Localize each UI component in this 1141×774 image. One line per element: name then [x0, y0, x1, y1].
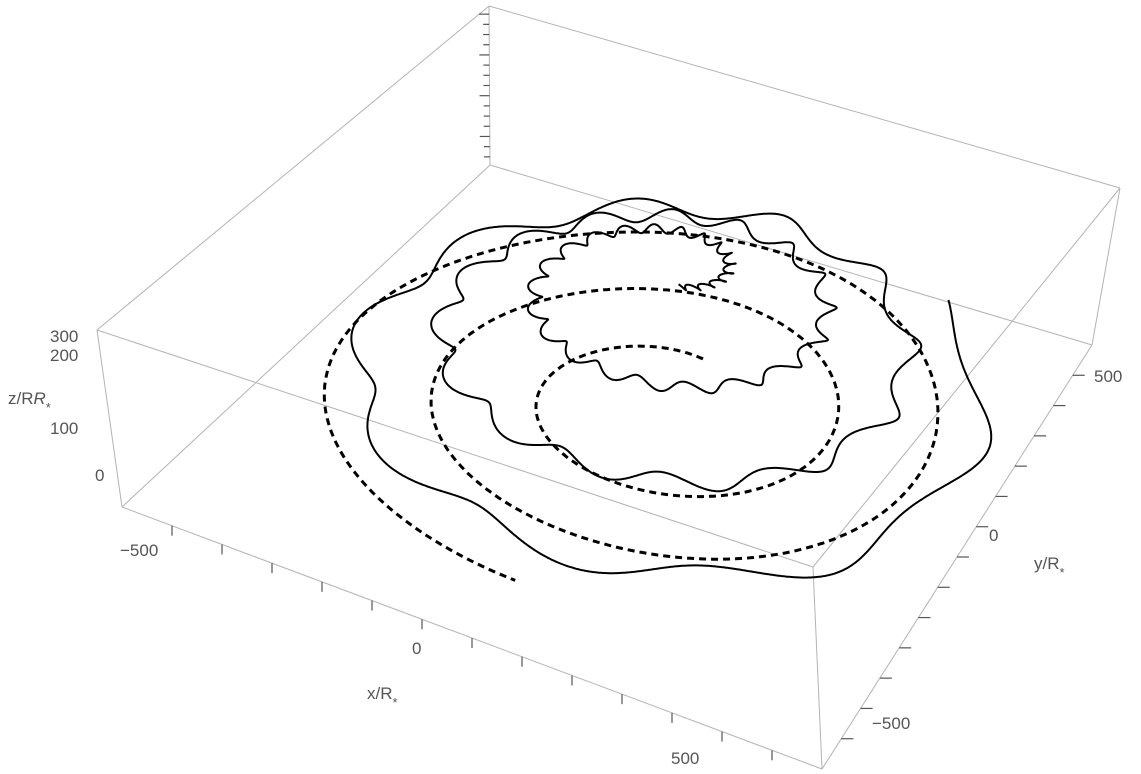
y-tick-label-500: 500: [1094, 367, 1122, 386]
series-layer: [322, 197, 993, 582]
y-tick-label-neg500: −500: [872, 714, 910, 733]
x-tick-label-0: 0: [412, 639, 421, 658]
z-tick-label-200: 200: [50, 346, 78, 365]
z-tick-label-300: 300: [50, 327, 78, 346]
box-edge-9: [812, 566, 823, 770]
z-tick-label-0: 0: [95, 466, 104, 485]
y-axis-label: y/R*: [1034, 554, 1065, 580]
box-edge-4: [96, 329, 814, 568]
series-solid-line: [350, 197, 993, 579]
series-dashed-line: [322, 230, 940, 582]
x-axis-label: x/R*: [367, 684, 398, 710]
box-edge-3: [121, 164, 491, 508]
axis-ticks: [171, 13, 1085, 761]
box-edge-6: [488, 5, 1121, 189]
z-tick-label-100: 100: [50, 419, 78, 438]
box-edge-8: [96, 329, 123, 508]
z-axis-label: z/RR*: [8, 389, 51, 415]
box-edge-7: [96, 5, 490, 331]
bounding-box: [96, 5, 1121, 770]
x-tick-label-500: 500: [671, 749, 699, 768]
x-tick-label-neg500: −500: [120, 541, 158, 560]
y-tick-label-0: 0: [989, 526, 998, 545]
box-edge-10: [1091, 187, 1121, 346]
